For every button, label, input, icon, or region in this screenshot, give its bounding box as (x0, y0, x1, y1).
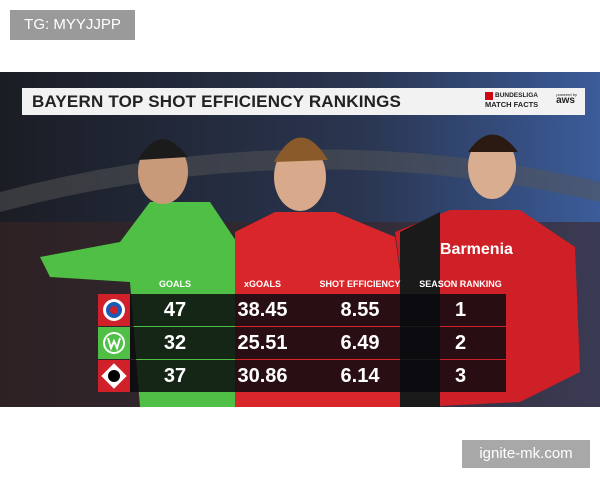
table-cell: 30.86 (237, 364, 288, 387)
table-row: 32 25.51 6.49 2 (98, 327, 506, 359)
logo-mark (485, 92, 493, 100)
team-badge (98, 294, 130, 326)
stats-table: GOALS xGOALS SHOT EFFICIENCY SEASON RANKING… (98, 274, 506, 393)
table-cell: 25.51 (237, 331, 288, 354)
table-cell: 6.49 (340, 331, 380, 354)
watermark: ignite-mk.com (462, 440, 590, 468)
table-cell: 47 (163, 298, 187, 321)
logo-line: MATCH FACTS (485, 100, 539, 109)
column-header: SHOT EFFICIENCY (319, 279, 401, 289)
column-header: xGOALS (243, 279, 281, 289)
table-cell: 6.14 (340, 364, 380, 387)
shirt-sponsor: Barmenia (440, 241, 513, 258)
team-badge (98, 360, 130, 392)
team-badge (98, 327, 130, 359)
table-cell: 38.45 (237, 298, 288, 321)
logo-line: BUNDESLIGA (495, 92, 538, 99)
table-cell: 2 (454, 331, 467, 354)
logo-powered: powered by (556, 92, 577, 97)
table-cell: 1 (454, 298, 467, 321)
table-cell: 32 (163, 331, 187, 354)
column-header: GOALS (158, 279, 191, 289)
logo: BUNDESLIGA MATCH FACTS powered by aws (485, 91, 577, 112)
table-cell: 3 (454, 364, 467, 387)
title: BAYERN TOP SHOT EFFICIENCY RANKINGS (32, 92, 402, 111)
table-cell: 37 (163, 364, 187, 387)
watermark: TG: MYYJJPP (10, 10, 135, 40)
table-row: 37 30.86 6.14 3 (98, 360, 506, 392)
title-bar: BAYERN TOP SHOT EFFICIENCY RANKINGS BUND… (22, 88, 585, 115)
table-cell: 8.55 (340, 298, 380, 321)
table-row: 47 38.45 8.55 1 (98, 294, 506, 326)
column-header: SEASON RANKING (419, 279, 502, 289)
table-header: GOALS xGOALS SHOT EFFICIENCY SEASON RANKING (98, 274, 506, 294)
logo-brand: aws (556, 95, 575, 106)
